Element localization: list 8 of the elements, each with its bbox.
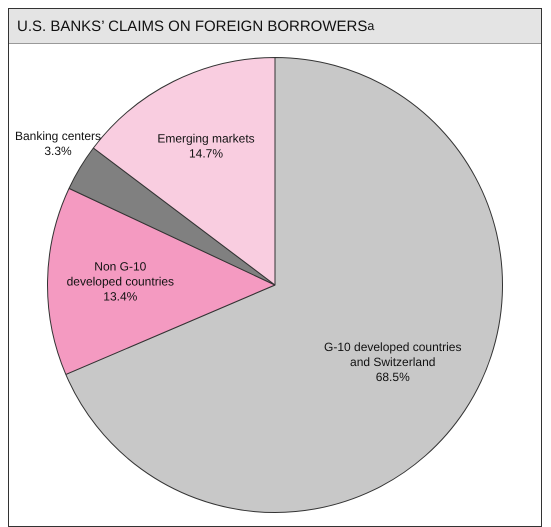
slice-label: Emerging markets <box>157 131 255 146</box>
slice-label: Banking centers <box>14 128 102 143</box>
data-label: 3.3% <box>44 144 72 158</box>
slice-label: Non G-10 developed countries <box>66 260 174 289</box>
data-label: 14.7% <box>188 146 224 160</box>
slice-label: G-10 developed countries and Switzerland <box>324 340 462 370</box>
data-label: 68.5% <box>376 370 410 384</box>
data-label: 13.4% <box>103 290 138 304</box>
